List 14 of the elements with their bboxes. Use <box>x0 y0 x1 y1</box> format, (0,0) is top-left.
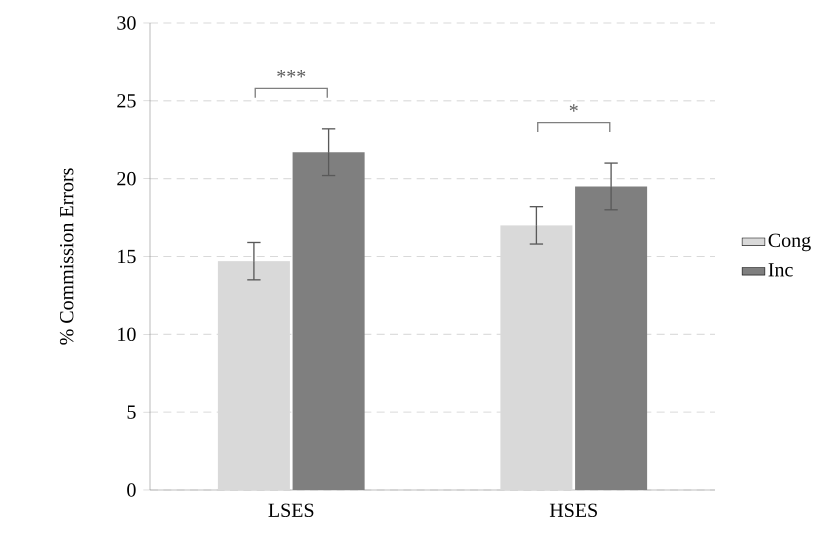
y-axis-title: % Commission Errors <box>60 168 74 345</box>
y-tick-label: 25 <box>117 94 136 108</box>
x-tick-label: HSES <box>550 504 597 518</box>
y-tick-label: 20 <box>117 172 136 186</box>
x-tick-label: LSES <box>268 504 314 518</box>
y-tick-label: 0 <box>127 483 136 497</box>
y-tick-label: 30 <box>117 16 136 30</box>
legend-label: Cong <box>768 234 811 252</box>
y-tick-label: 10 <box>118 328 136 342</box>
annotation: * <box>570 104 578 112</box>
legend-label: Inc <box>768 263 793 277</box>
annotation: *** <box>277 70 306 78</box>
y-tick-label: 15 <box>118 250 136 264</box>
y-tick-label: 5 <box>128 406 136 419</box>
